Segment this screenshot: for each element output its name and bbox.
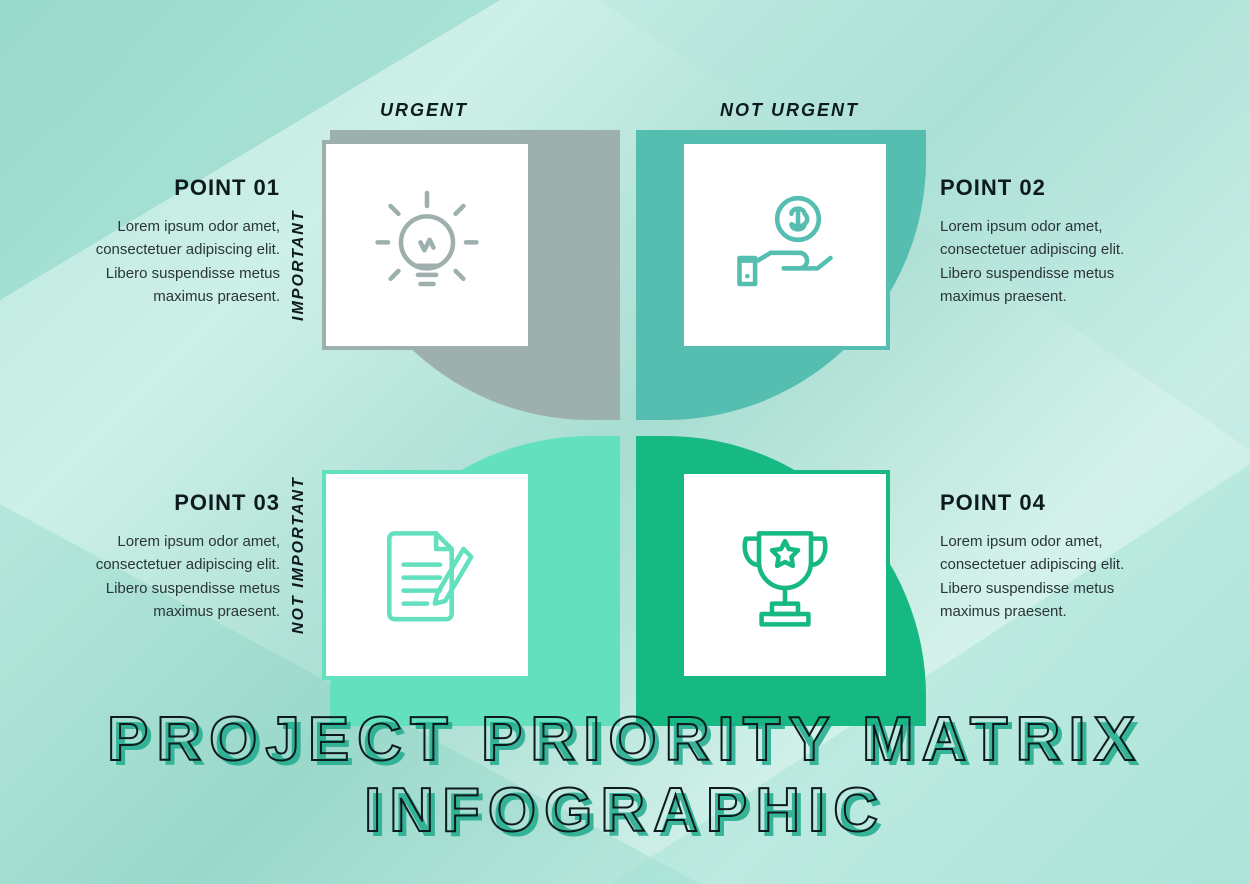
point-body-4: Lorem ipsum odor amet, consectetuer adip… xyxy=(940,530,1160,623)
hand-coin-icon xyxy=(720,180,850,310)
point-body-1: Lorem ipsum odor amet, consectetuer adip… xyxy=(60,215,280,308)
col-label-urgent: URGENT xyxy=(380,100,468,121)
main-title: PROJECT PRIORITY MATRIX INFOGRAPHIC xyxy=(0,704,1250,846)
point-title-2: POINT 02 xyxy=(940,175,1160,201)
quadrant-card-4 xyxy=(680,470,890,680)
point-title-4: POINT 04 xyxy=(940,490,1160,516)
document-pen-icon xyxy=(362,510,492,640)
quadrant-text-4: POINT 04 Lorem ipsum odor amet, consecte… xyxy=(940,490,1160,623)
point-title-3: POINT 03 xyxy=(60,490,280,516)
quadrant-text-1: POINT 01 Lorem ipsum odor amet, consecte… xyxy=(60,175,280,308)
point-body-2: Lorem ipsum odor amet, consectetuer adip… xyxy=(940,215,1160,308)
point-body-3: Lorem ipsum odor amet, consectetuer adip… xyxy=(60,530,280,623)
lightbulb-icon xyxy=(362,180,492,310)
row-label-important: IMPORTANT xyxy=(290,175,308,355)
col-label-not-urgent: NOT URGENT xyxy=(720,100,859,121)
quadrant-card-2 xyxy=(680,140,890,350)
quadrant-card-1 xyxy=(322,140,532,350)
infographic-canvas: URGENT NOT URGENT IMPORTANT NOT IMPORTAN… xyxy=(0,0,1250,884)
quadrant-card-3 xyxy=(322,470,532,680)
quadrant-text-3: POINT 03 Lorem ipsum odor amet, consecte… xyxy=(60,490,280,623)
quadrant-text-2: POINT 02 Lorem ipsum odor amet, consecte… xyxy=(940,175,1160,308)
point-title-1: POINT 01 xyxy=(60,175,280,201)
row-label-not-important: NOT IMPORTANT xyxy=(290,455,308,655)
trophy-star-icon xyxy=(720,510,850,640)
